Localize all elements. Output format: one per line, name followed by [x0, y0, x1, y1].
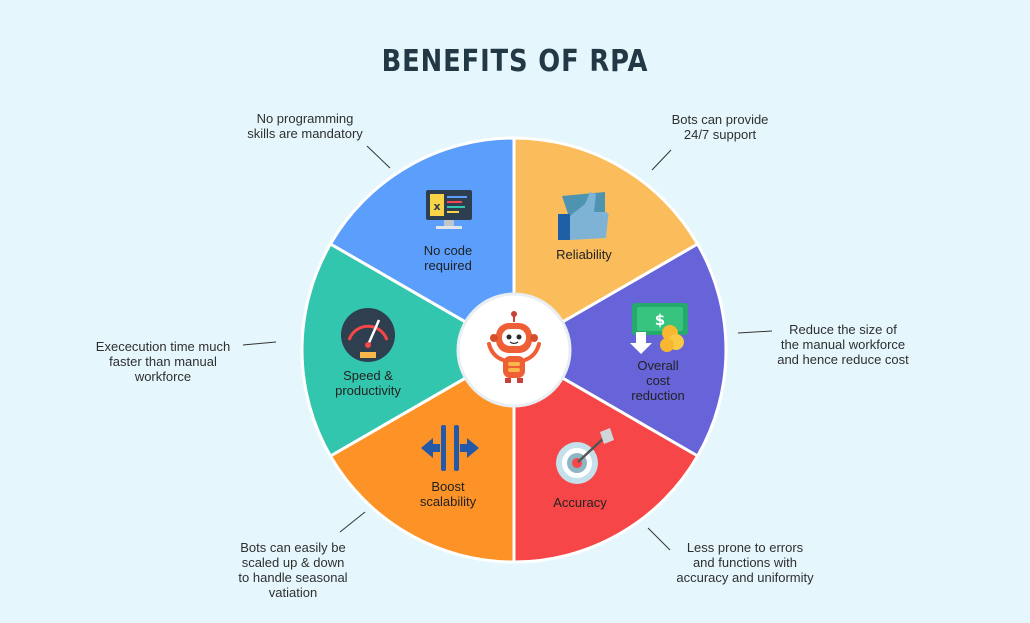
segment-label-accuracy: Accuracy: [553, 495, 607, 510]
note-scalability: Bots can easily be scaled up & down to h…: [238, 540, 348, 600]
note-cost: Reduce the size of the manual workforce …: [777, 322, 909, 367]
slice-reliability: [512, 136, 700, 353]
target-icon: [556, 428, 614, 484]
diagram-title: BENEFITS OF RPA: [381, 44, 649, 79]
slice-scalability: [328, 347, 516, 564]
note-speed: Exececution time much faster than manual…: [95, 339, 231, 384]
money-icon: $: [630, 303, 688, 354]
segment-label-no-code: No code required: [424, 243, 472, 273]
scale-arrows-icon: [421, 425, 479, 471]
slice-cost: [511, 241, 728, 459]
thumbs-up-icon: [558, 192, 609, 240]
slice-speed: [300, 241, 517, 459]
svg-text:x: x: [433, 200, 440, 213]
svg-text:$: $: [655, 311, 665, 329]
note-accuracy: Less prone to errors and functions with …: [676, 540, 814, 585]
connector-speed: [242, 341, 277, 346]
segment-label-cost: Overall cost reduction: [631, 358, 684, 403]
robot-icon: [487, 311, 541, 383]
connector-cost: [737, 330, 773, 334]
connector-no-code: [366, 145, 391, 169]
connector-scalability: [339, 511, 366, 533]
segment-label-reliability: Reliability: [556, 247, 612, 262]
note-no-code: No programming skills are mandatory: [247, 111, 363, 141]
speedometer-icon: [341, 308, 395, 362]
note-reliability: Bots can provide 24/7 support: [671, 112, 769, 142]
connector-accuracy: [647, 527, 671, 551]
computer-code-icon: x: [426, 190, 472, 229]
connector-reliability: [651, 149, 672, 171]
segment-label-scalability: Boost scalability: [420, 479, 477, 509]
slice-accuracy: [512, 347, 700, 564]
segment-label-speed: Speed & productivity: [335, 368, 401, 398]
